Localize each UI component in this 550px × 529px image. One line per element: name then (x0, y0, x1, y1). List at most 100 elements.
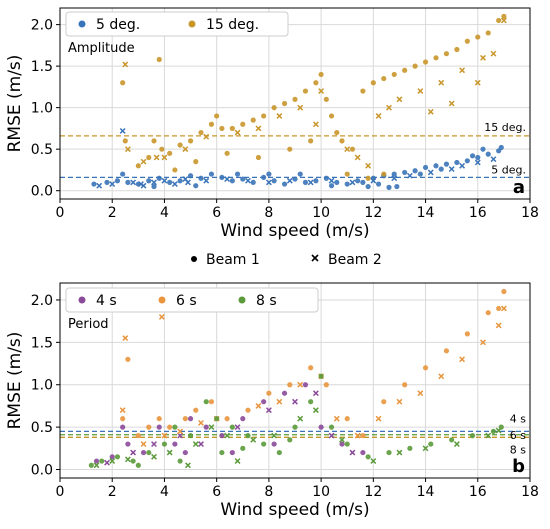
point-15-deg-beam-1 (308, 138, 314, 144)
point-8-s-beam-1 (490, 428, 497, 434)
point-8-s-beam-1 (161, 441, 168, 447)
point-15-deg-beam-1 (281, 100, 288, 107)
point-15-deg-beam-2 (386, 104, 392, 111)
y-tick-label: 2.0 (31, 293, 53, 309)
point-8-s-beam-1 (187, 433, 194, 439)
point-5-deg-beam-1 (485, 151, 491, 157)
point-4-s-beam-1 (182, 449, 188, 456)
point-8-s-beam-2 (422, 445, 429, 452)
point-4-s-beam-2 (198, 441, 204, 448)
point-8-s-beam-2 (192, 441, 199, 448)
point-15-deg-beam-1 (172, 167, 178, 173)
point-5-deg-beam-1 (261, 174, 267, 181)
point-5-deg-beam-2 (349, 179, 356, 186)
point-5-deg-beam-1 (250, 179, 256, 185)
point-6-s-beam-1 (496, 305, 502, 312)
point-8-s-beam-1 (240, 445, 246, 451)
point-6-s-beam-1 (146, 424, 152, 430)
point-15-deg-beam-2 (427, 108, 434, 115)
point-8-s-beam-1 (229, 424, 235, 430)
point-4-s-beam-1 (281, 390, 288, 396)
point-15-deg-beam-1 (159, 146, 165, 152)
point-8-s-beam-1 (130, 458, 136, 464)
point-5-deg-beam-2 (286, 177, 293, 184)
point-5-deg-beam-1 (334, 179, 340, 185)
point-5-deg-beam-1 (438, 166, 444, 172)
point-15-deg-beam-2 (124, 146, 131, 153)
point-5-deg-beam-2 (130, 179, 137, 186)
point-8-s-beam-1 (292, 424, 298, 430)
point-4-s-beam-1 (360, 449, 366, 456)
point-15-deg-beam-2 (474, 79, 481, 86)
point-5-deg-beam-1 (412, 168, 418, 174)
point-15-deg-beam-2 (203, 133, 210, 140)
point-15-deg-beam-2 (500, 17, 507, 24)
point-4-s-beam-1 (240, 416, 246, 422)
point-6-s-beam-1 (485, 310, 491, 316)
panel-letter-a: a (513, 177, 525, 198)
point-6-s-beam-2 (375, 415, 382, 422)
x-tick-label: 8 (264, 484, 273, 500)
point-15-deg-beam-1 (229, 125, 235, 132)
point-15-deg-beam-1 (443, 51, 450, 57)
point-5-deg-beam-1 (475, 154, 481, 161)
point-15-deg-beam-1 (313, 80, 319, 86)
point-5-deg-beam-1 (219, 174, 225, 181)
point-5-deg-beam-1 (360, 179, 366, 185)
y-tick-label: 0.5 (31, 420, 53, 436)
point-15-deg-beam-2 (344, 146, 351, 153)
point-4-s-beam-2 (292, 398, 298, 405)
point-5-deg-beam-1 (156, 175, 162, 181)
point-15-deg-beam-2 (438, 79, 445, 86)
ref-line-label-6-s: 6 s (510, 429, 526, 442)
point-5-deg-beam-1 (91, 181, 97, 187)
point-6-s-beam-1 (120, 416, 126, 422)
point-5-deg-beam-1 (355, 178, 361, 184)
point-5-deg-beam-2 (151, 179, 157, 186)
point-8-s-beam-2 (151, 453, 157, 460)
point-15-deg-beam-1 (402, 67, 408, 73)
point-6-s-beam-1 (224, 416, 230, 422)
point-5-deg-beam-2 (490, 156, 497, 163)
point-5-deg-beam-1 (281, 181, 288, 187)
point-5-deg-beam-2 (406, 172, 413, 179)
panel-b-legend-box (65, 287, 319, 313)
y-tick-label: 1.5 (31, 335, 53, 351)
x-tick-label: 0 (56, 205, 65, 221)
panel-a-annotation-amplitude: Amplitude (68, 41, 135, 56)
point-5-deg-beam-1 (417, 171, 423, 177)
point-5-deg-beam-1 (193, 183, 199, 189)
point-6-s-beam-1 (135, 433, 141, 439)
panel-a: 0 2 4 6 8 10 12 14 16 18 0.0 0.5 1.0 1.5 2.0 Wind spe… (5, 7, 539, 241)
point-5-deg-beam-1 (271, 178, 277, 184)
point-15-deg-beam-1 (433, 55, 439, 61)
point-5-deg-beam-1 (114, 178, 121, 184)
point-5-deg-beam-1 (292, 176, 298, 182)
point-8-s-beam-1 (177, 458, 183, 464)
point-4-s-beam-2 (328, 432, 335, 439)
point-5-deg-beam-1 (104, 179, 110, 185)
point-5-deg-beam-1 (498, 144, 504, 151)
point-8-s-beam-1 (287, 437, 293, 443)
point-8-s-beam-1 (99, 458, 105, 464)
point-6-s-beam-1 (422, 365, 429, 371)
point-4-s-beam-1 (187, 416, 194, 422)
point-5-deg-beam-2 (448, 166, 455, 173)
point-4-s-beam-1 (120, 424, 126, 430)
point-6-s-beam-1 (464, 331, 470, 337)
point-4-s-beam-1 (140, 449, 147, 456)
point-6-s-beam-2 (255, 403, 262, 409)
point-5-deg-beam-2 (245, 177, 251, 184)
point-15-deg-beam-2 (417, 88, 424, 94)
panel-a-x-axis-label: Wind speed (m/s) (220, 221, 369, 241)
point-5-deg-beam-1 (464, 158, 470, 164)
point-15-deg-beam-1 (381, 75, 387, 82)
panel-a-y-ticks: 0.0 0.5 1.0 1.5 2.0 (31, 18, 60, 200)
point-4-s-beam-1 (172, 441, 178, 447)
point-4-s-beam-2 (130, 449, 137, 456)
point-8-s-beam-1 (328, 424, 335, 430)
point-15-deg-beam-1 (224, 150, 230, 156)
point-5-deg-beam-2 (391, 175, 398, 182)
point-15-deg-beam-2 (312, 121, 319, 128)
legend-label-15-deg: 15 deg. (206, 17, 259, 33)
